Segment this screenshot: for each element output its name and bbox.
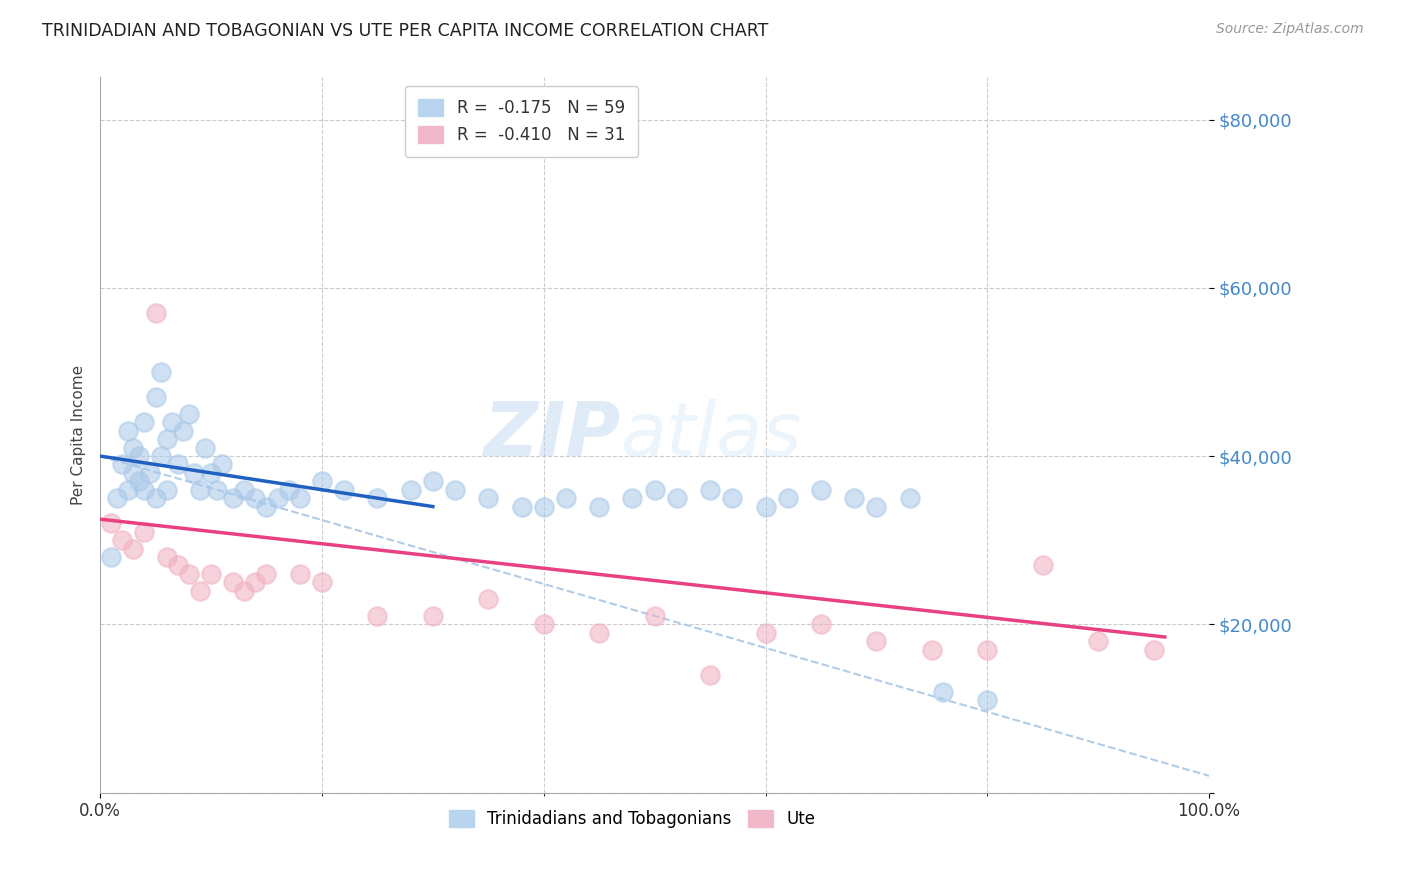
Point (188, 583, 211, 598)
Point (145, 390, 167, 404)
Point (444, 483, 467, 497)
Text: Source: ZipAtlas.com: Source: ZipAtlas.com (1216, 22, 1364, 37)
Point (200, 466, 222, 480)
Point (145, 306, 167, 320)
Point (621, 491, 644, 505)
Point (256, 566, 278, 581)
Point (510, 500, 533, 514)
Point (311, 575, 333, 590)
Point (211, 458, 233, 472)
Point (477, 491, 499, 505)
Point (699, 668, 721, 682)
Point (117, 483, 139, 497)
Point (810, 483, 832, 497)
Point (128, 475, 150, 489)
Point (810, 617, 832, 632)
Point (699, 483, 721, 497)
Point (533, 500, 555, 514)
Point (898, 491, 921, 505)
Point (266, 491, 288, 505)
Point (1087, 634, 1109, 648)
Point (644, 483, 666, 497)
Point (100, 550, 122, 565)
Point (976, 693, 998, 707)
Point (183, 466, 205, 480)
Point (422, 475, 444, 489)
Point (844, 491, 866, 505)
Point (156, 550, 179, 565)
Point (554, 491, 576, 505)
Point (188, 483, 211, 497)
Point (145, 491, 167, 505)
Point (233, 483, 256, 497)
Point (172, 424, 194, 438)
Point (194, 441, 217, 455)
Point (139, 466, 162, 480)
Point (177, 407, 200, 421)
Text: ZIP: ZIP (484, 399, 621, 472)
Point (222, 491, 245, 505)
Point (177, 566, 200, 581)
Legend: Trinidadians and Tobagonians, Ute: Trinidadians and Tobagonians, Ute (443, 803, 823, 834)
Point (245, 575, 267, 590)
Point (288, 491, 311, 505)
Point (533, 617, 555, 632)
Point (932, 684, 955, 698)
Point (245, 491, 267, 505)
Point (166, 558, 188, 573)
Point (333, 483, 356, 497)
Point (150, 365, 173, 379)
Point (588, 500, 610, 514)
Point (288, 566, 311, 581)
Point (477, 592, 499, 607)
Point (865, 634, 887, 648)
Point (776, 491, 799, 505)
Point (122, 466, 145, 480)
Point (277, 483, 299, 497)
Point (721, 491, 744, 505)
Point (134, 483, 156, 497)
Point (366, 491, 388, 505)
Point (865, 500, 887, 514)
Point (366, 609, 388, 624)
Point (156, 432, 179, 446)
Point (256, 500, 278, 514)
Point (921, 642, 943, 657)
Point (156, 483, 179, 497)
Y-axis label: Per Capita Income: Per Capita Income (72, 365, 86, 505)
Point (122, 541, 145, 556)
Point (200, 566, 222, 581)
Point (111, 458, 134, 472)
Point (134, 416, 156, 430)
Point (976, 642, 998, 657)
Point (399, 483, 422, 497)
Point (311, 475, 333, 489)
Point (134, 524, 156, 539)
Point (128, 449, 150, 463)
Point (233, 583, 256, 598)
Point (1143, 642, 1166, 657)
Point (105, 491, 128, 505)
Point (422, 609, 444, 624)
Point (205, 483, 228, 497)
Point (111, 533, 134, 548)
Point (100, 516, 122, 531)
Text: TRINIDADIAN AND TOBAGONIAN VS UTE PER CAPITA INCOME CORRELATION CHART: TRINIDADIAN AND TOBAGONIAN VS UTE PER CA… (42, 22, 769, 40)
Point (160, 416, 183, 430)
Point (754, 500, 776, 514)
Point (122, 441, 145, 455)
Point (117, 424, 139, 438)
Text: atlas: atlas (621, 399, 803, 471)
Point (754, 625, 776, 640)
Point (588, 625, 610, 640)
Point (150, 449, 173, 463)
Point (644, 609, 666, 624)
Point (1032, 558, 1054, 573)
Point (222, 575, 245, 590)
Point (166, 458, 188, 472)
Point (665, 491, 688, 505)
